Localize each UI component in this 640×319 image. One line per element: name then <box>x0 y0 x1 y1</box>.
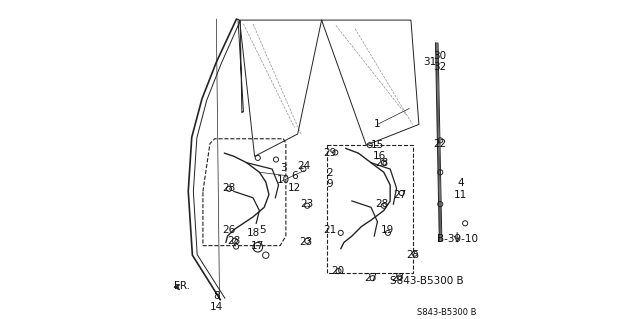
Text: 19: 19 <box>380 225 394 235</box>
Text: 28: 28 <box>223 183 236 193</box>
Text: 21: 21 <box>323 225 336 235</box>
Text: 16: 16 <box>372 151 386 161</box>
Text: 1: 1 <box>374 119 381 130</box>
Text: 26: 26 <box>223 225 236 235</box>
Text: 23: 23 <box>299 237 312 248</box>
Text: 11: 11 <box>454 189 467 200</box>
Text: B-39-10: B-39-10 <box>436 234 477 244</box>
Text: 2
9: 2 9 <box>326 168 333 189</box>
Text: 3
10: 3 10 <box>276 163 290 185</box>
Text: 32: 32 <box>433 62 446 72</box>
Text: 5: 5 <box>259 225 266 235</box>
Text: 8
14: 8 14 <box>210 291 223 312</box>
Text: 15: 15 <box>371 140 384 150</box>
Text: 18: 18 <box>246 228 260 238</box>
Text: 25: 25 <box>406 250 419 260</box>
Text: 27: 27 <box>392 272 404 283</box>
Text: FR.: FR. <box>174 280 190 291</box>
Text: 17: 17 <box>251 241 264 251</box>
Text: 22: 22 <box>433 138 446 149</box>
Text: 27: 27 <box>393 189 406 200</box>
Text: 4: 4 <box>457 178 463 189</box>
Text: S843-B5300 B: S843-B5300 B <box>417 308 476 317</box>
Text: 28: 28 <box>227 236 241 246</box>
Text: 29: 29 <box>323 148 336 158</box>
Text: S843-B5300 B: S843-B5300 B <box>390 276 463 286</box>
Text: 6
12: 6 12 <box>288 171 301 193</box>
Text: 28: 28 <box>376 199 389 209</box>
Text: 27: 27 <box>364 272 378 283</box>
Text: 20: 20 <box>331 266 344 276</box>
Text: 23: 23 <box>301 199 314 209</box>
Text: 30: 30 <box>433 51 446 61</box>
Text: 24: 24 <box>298 161 310 171</box>
Text: 28: 28 <box>376 158 389 168</box>
Text: 31: 31 <box>424 57 436 67</box>
